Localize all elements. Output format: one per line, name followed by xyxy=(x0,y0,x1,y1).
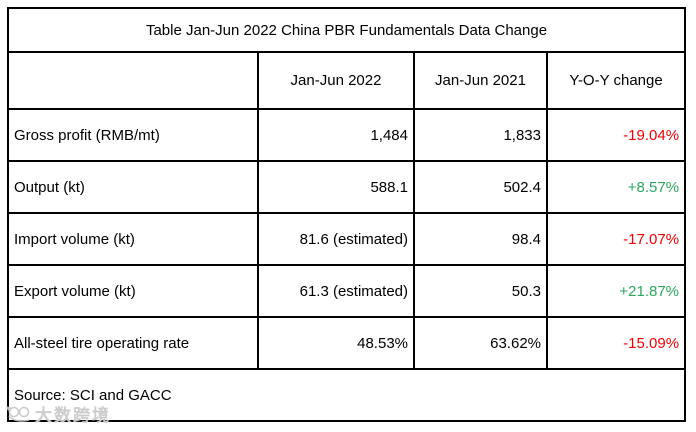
table-row-export-volume: Export volume (kt) 61.3 (estimated) 50.3… xyxy=(7,264,687,318)
value-2022: 48.53% xyxy=(257,316,415,370)
value-yoy: -19.04% xyxy=(545,108,687,162)
value-2022: 81.6 (estimated) xyxy=(257,212,415,266)
value-yoy: -17.07% xyxy=(545,212,687,266)
source-note: Source: SCI and GACC xyxy=(6,368,687,422)
value-2022: 61.3 (estimated) xyxy=(257,264,415,318)
column-header-jan-jun-2021: Jan-Jun 2021 xyxy=(413,51,548,110)
value-2022: 1,484 xyxy=(257,108,415,162)
header-row: Jan-Jun 2022 Jan-Jun 2021 Y-O-Y change xyxy=(7,51,687,110)
value-2021: 50.3 xyxy=(413,264,548,318)
table-title: Table Jan-Jun 2022 China PBR Fundamental… xyxy=(6,7,687,53)
column-header-blank xyxy=(7,51,259,110)
row-label: All-steel tire operating rate xyxy=(7,316,259,370)
value-yoy: -15.09% xyxy=(545,316,687,370)
source-row: Source: SCI and GACC xyxy=(6,368,687,422)
value-2021: 98.4 xyxy=(413,212,548,266)
value-yoy: +8.57% xyxy=(545,160,687,214)
value-2022: 588.1 xyxy=(257,160,415,214)
row-label: Export volume (kt) xyxy=(7,264,259,318)
title-row: Table Jan-Jun 2022 China PBR Fundamental… xyxy=(6,7,687,53)
pbr-fundamentals-table: Table Jan-Jun 2022 China PBR Fundamental… xyxy=(6,7,687,422)
table-row-all-steel-tire-operating-rate: All-steel tire operating rate 48.53% 63.… xyxy=(7,316,687,370)
value-yoy: +21.87% xyxy=(545,264,687,318)
row-label: Import volume (kt) xyxy=(7,212,259,266)
table-row-output: Output (kt) 588.1 502.4 +8.57% xyxy=(7,160,687,214)
table-row-import-volume: Import volume (kt) 81.6 (estimated) 98.4… xyxy=(7,212,687,266)
value-2021: 502.4 xyxy=(413,160,548,214)
table-row-gross-profit: Gross profit (RMB/mt) 1,484 1,833 -19.04… xyxy=(7,108,687,162)
value-2021: 1,833 xyxy=(413,108,548,162)
row-label: Output (kt) xyxy=(7,160,259,214)
row-label: Gross profit (RMB/mt) xyxy=(7,108,259,162)
value-2021: 63.62% xyxy=(413,316,548,370)
column-header-yoy-change: Y-O-Y change xyxy=(545,51,687,110)
column-header-jan-jun-2022: Jan-Jun 2022 xyxy=(257,51,415,110)
